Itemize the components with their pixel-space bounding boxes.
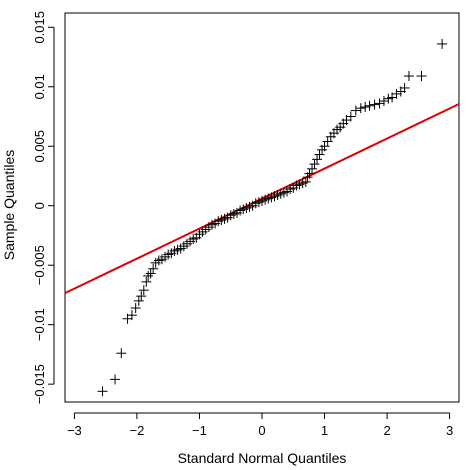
data-point bbox=[145, 268, 156, 279]
data-point bbox=[437, 38, 448, 49]
x-axis-label: Standard Normal Quantiles bbox=[178, 450, 347, 466]
data-point bbox=[416, 71, 427, 82]
data-point bbox=[138, 285, 149, 296]
data-point bbox=[391, 88, 402, 99]
y-tick-label: 0.005 bbox=[32, 130, 47, 163]
data-point bbox=[148, 263, 159, 274]
y-axis-label: Sample Quantiles bbox=[1, 150, 17, 261]
y-tick-label: −0.015 bbox=[32, 364, 47, 404]
y-tick-label: −0.005 bbox=[32, 245, 47, 285]
plot-frame bbox=[53, 12, 460, 414]
data-point bbox=[399, 82, 410, 93]
x-axis-ticks: −3 −2 −1 0 1 2 3 bbox=[67, 413, 453, 438]
data-point bbox=[369, 99, 380, 110]
x-tick-label: −2 bbox=[130, 423, 145, 438]
data-point bbox=[300, 176, 311, 187]
data-point bbox=[133, 295, 144, 306]
data-point bbox=[374, 98, 385, 109]
plot-box bbox=[64, 12, 460, 403]
data-point bbox=[360, 101, 371, 112]
data-point bbox=[307, 163, 318, 174]
data-point bbox=[312, 154, 323, 165]
data-point bbox=[141, 276, 152, 287]
data-point bbox=[130, 303, 141, 314]
y-tick-label: 0.015 bbox=[32, 11, 47, 44]
y-tick-label: −0.01 bbox=[32, 308, 47, 341]
data-point bbox=[116, 348, 127, 359]
data-points bbox=[97, 38, 448, 397]
data-point bbox=[143, 270, 154, 281]
x-tick-label: −3 bbox=[67, 423, 82, 438]
data-point bbox=[97, 386, 108, 397]
data-point bbox=[378, 96, 389, 107]
y-axis-ticks: −0.015 −0.01 −0.005 0 0.005 0.01 0.015 bbox=[32, 11, 54, 404]
x-tick-label: 1 bbox=[321, 423, 328, 438]
data-point bbox=[304, 168, 315, 179]
x-tick-label: −1 bbox=[192, 423, 207, 438]
x-tick-label: 3 bbox=[446, 423, 453, 438]
data-point bbox=[126, 310, 137, 321]
data-point bbox=[110, 374, 121, 385]
data-point bbox=[403, 71, 414, 82]
data-point bbox=[314, 149, 325, 160]
data-point bbox=[309, 159, 320, 170]
x-tick-label: 0 bbox=[258, 423, 265, 438]
data-point bbox=[345, 111, 356, 122]
y-tick-label: 0.01 bbox=[32, 74, 47, 99]
data-point bbox=[136, 291, 147, 302]
y-tick-label: 0 bbox=[32, 202, 47, 209]
x-tick-label: 2 bbox=[383, 423, 390, 438]
data-point bbox=[350, 105, 361, 116]
data-point bbox=[355, 103, 366, 114]
data-point bbox=[364, 100, 375, 111]
